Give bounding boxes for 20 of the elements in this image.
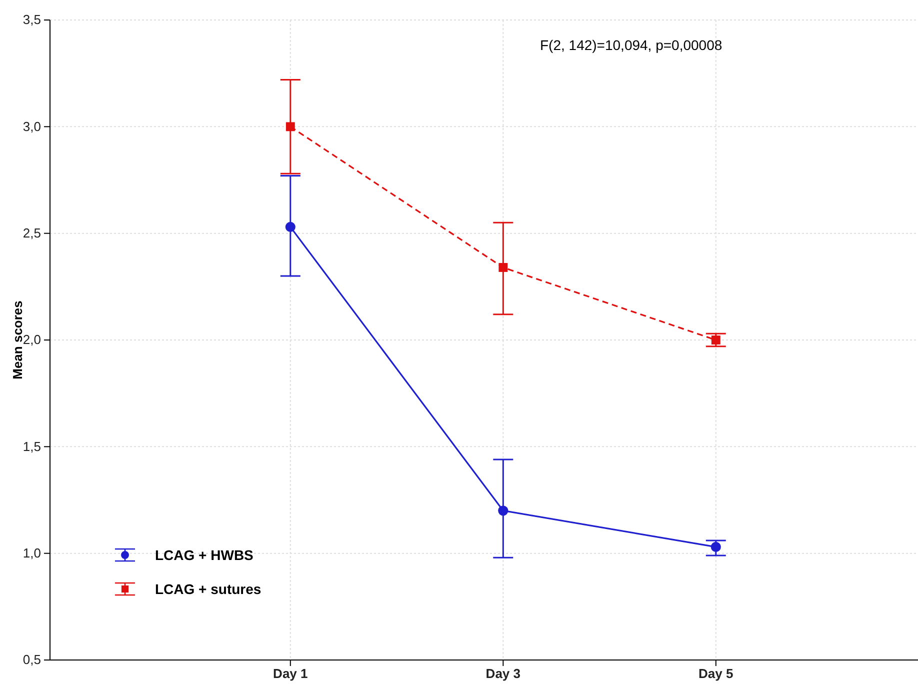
point	[498, 262, 508, 272]
y-tick-label: 1,5	[22, 438, 41, 454]
legend-label: LCAG + sutures	[155, 581, 262, 597]
y-axis-title: Mean scores	[10, 300, 25, 380]
point	[711, 336, 720, 344]
point	[285, 222, 296, 232]
y-tick-label: 3,5	[22, 12, 41, 28]
y-tick-label: 2,0	[22, 332, 41, 348]
point	[710, 542, 721, 552]
x-tick-label: Day 3	[486, 666, 520, 682]
annotation: F(2, 142)=10,094, p=0,00008	[540, 37, 722, 53]
y-tick-label: 1,0	[22, 545, 41, 560]
x-tick-label: Day 5	[698, 666, 734, 682]
x-tick-label: Day 1	[273, 666, 308, 682]
y-tick-label: 0,5	[22, 652, 41, 668]
y-tick-label: 3,0	[22, 118, 41, 134]
point	[498, 506, 508, 516]
point	[286, 122, 295, 132]
legend-label: LCAG + HWBS	[155, 547, 254, 563]
y-tick-label: 2,5	[22, 225, 41, 240]
